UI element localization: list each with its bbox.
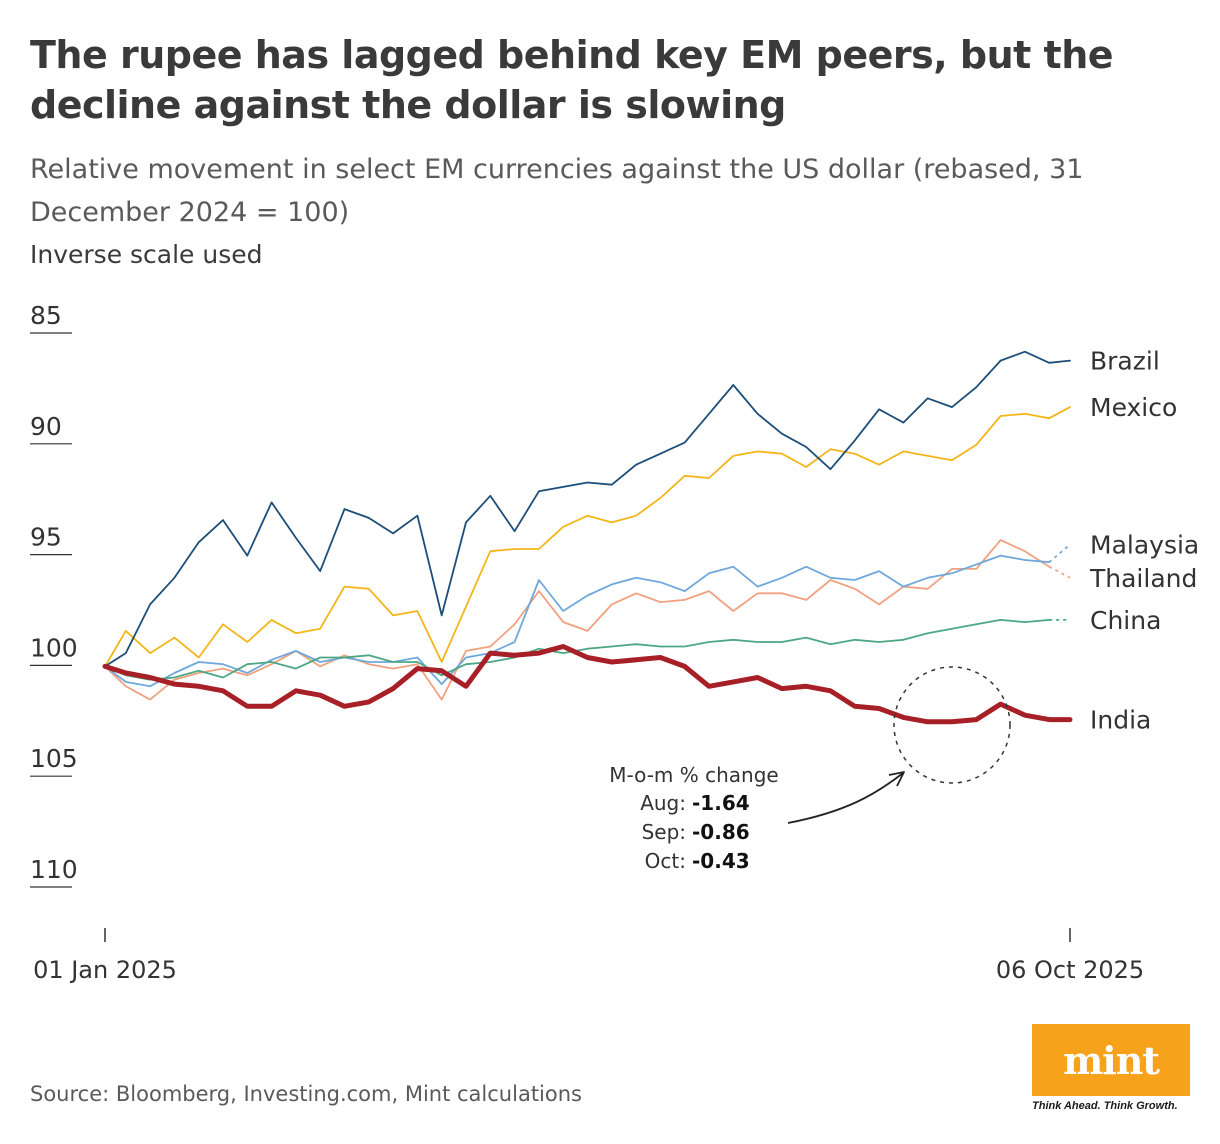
source-note: Source: Bloomberg, Investing.com, Mint c… — [30, 1082, 582, 1106]
series-label-india: India — [1090, 706, 1151, 735]
series-line-malaysia — [104, 554, 1051, 688]
series-line-china — [104, 619, 1051, 681]
chart-subtitle: Relative movement in select EM currencie… — [30, 154, 1084, 228]
y-tick-label: 100 — [30, 633, 78, 662]
y-tick-label: 90 — [30, 412, 62, 441]
series-label-brazil: Brazil — [1090, 347, 1160, 376]
y-tick-label: 95 — [30, 523, 62, 552]
annotation-change-value: -0.86 — [692, 820, 750, 844]
y-tick-label: 85 — [30, 301, 62, 330]
annotation-heading: M-o-m % change — [609, 763, 778, 787]
series-line-brazil — [104, 350, 1071, 668]
series-line-india — [102, 644, 1073, 725]
series-label-mexico: Mexico — [1090, 393, 1177, 422]
series-dashed-end-malaysia — [1048, 543, 1071, 563]
annotation-month-label: Sep: — [642, 820, 686, 844]
series-label-china: China — [1090, 606, 1161, 635]
annotation-month-label: Oct: — [645, 849, 686, 873]
series-line-mexico — [104, 406, 1071, 668]
line-chart: 85 90 95 100 105 110 01 Jan 2025 06 Oct 2025 Tha… — [30, 301, 1199, 984]
annotation-change-value: -1.64 — [692, 791, 750, 815]
x-tick-label: 01 Jan 2025 — [33, 956, 177, 984]
x-tick-label: 06 Oct 2025 — [996, 956, 1144, 984]
chart-title: The rupee has lagged behind key EM peers… — [30, 33, 1114, 127]
logo-text: mint — [1063, 1037, 1160, 1083]
brand-tagline: Think Ahead. Think Growth. — [1032, 1100, 1178, 1112]
annotation-arrow — [787, 772, 904, 824]
y-tick-label: 110 — [30, 855, 78, 884]
series-label-malaysia: Malaysia — [1090, 531, 1199, 560]
mint-logo: mint — [1032, 1024, 1190, 1096]
scale-note: Inverse scale used — [30, 240, 263, 269]
series-dashed-end-thailand — [1048, 565, 1071, 579]
series-line-thailand — [104, 539, 1051, 701]
annotation-month-label: Aug: — [640, 791, 686, 815]
highlight-circle — [893, 666, 1011, 784]
annotation-change-value: -0.43 — [692, 849, 750, 873]
y-tick-label: 105 — [30, 744, 78, 773]
annotation-arrowhead — [888, 771, 905, 787]
series-label-thailand: Thailand — [1089, 564, 1197, 593]
